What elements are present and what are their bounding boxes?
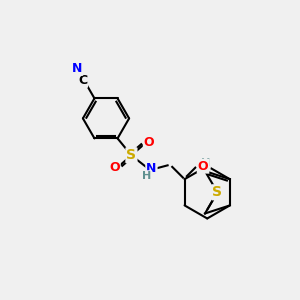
Text: H: H [201, 158, 210, 168]
Text: N: N [72, 62, 82, 75]
Text: N: N [146, 162, 157, 175]
Text: C: C [78, 74, 87, 87]
Text: S: S [126, 148, 136, 162]
Text: O: O [144, 136, 154, 149]
Text: O: O [109, 161, 120, 174]
Text: H: H [142, 171, 152, 181]
Text: S: S [212, 185, 222, 199]
Text: O: O [198, 160, 208, 172]
